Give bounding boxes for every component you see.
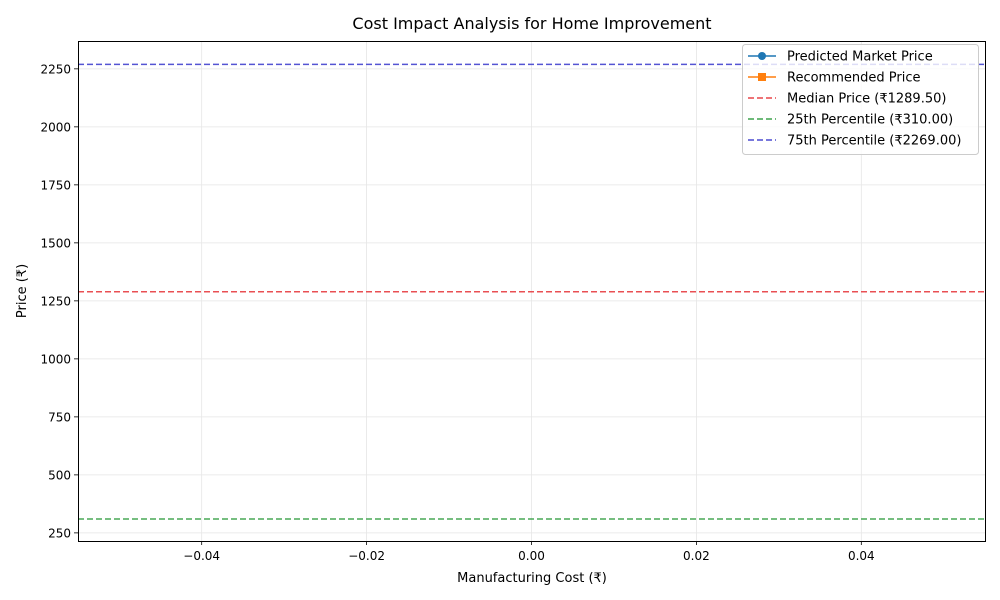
y-tick-label: 250 (48, 526, 71, 540)
y-tick-label: 1750 (40, 178, 71, 192)
x-tick-label: −0.04 (183, 549, 220, 563)
x-tick-label: 0.02 (683, 549, 710, 563)
plot-frame (78, 41, 986, 542)
y-tick-label: 2250 (40, 62, 71, 76)
legend-label-predicted: Predicted Market Price (787, 50, 933, 65)
y-tick-label: 1250 (40, 294, 71, 308)
legend-marker-circle (758, 52, 766, 60)
x-tick-label: 0.00 (518, 549, 545, 563)
y-tick-label: 1000 (40, 352, 71, 366)
legend-box (742, 44, 979, 155)
legend-label-p75: 75th Percentile (₹2269.00) (787, 134, 961, 149)
reference-lines (78, 63, 985, 520)
y-tick-label: 750 (48, 410, 71, 424)
legend-marker-square (758, 73, 766, 81)
x-axis-label: Manufacturing Cost (₹) (457, 571, 607, 586)
y-axis-ticks: 250 500 750 1000 1250 1500 1750 2000 2250 (40, 62, 78, 540)
legend-label-p25: 25th Percentile (₹310.00) (787, 113, 953, 128)
x-tick-label: −0.02 (348, 549, 385, 563)
y-tick-label: 500 (48, 468, 71, 482)
chart-title: Cost Impact Analysis for Home Improvemen… (352, 14, 711, 33)
legend-label-median: Median Price (₹1289.50) (787, 92, 946, 107)
legend: Predicted Market Price Recommended Price… (742, 44, 979, 155)
y-axis-label: Price (₹) (15, 264, 30, 318)
y-tick-label: 1500 (40, 236, 71, 250)
y-tick-label: 2000 (40, 120, 71, 134)
x-axis-ticks: −0.04 −0.02 0.00 0.02 0.04 (183, 541, 875, 563)
legend-label-recommended: Recommended Price (787, 71, 920, 86)
x-tick-label: 0.04 (848, 549, 875, 563)
